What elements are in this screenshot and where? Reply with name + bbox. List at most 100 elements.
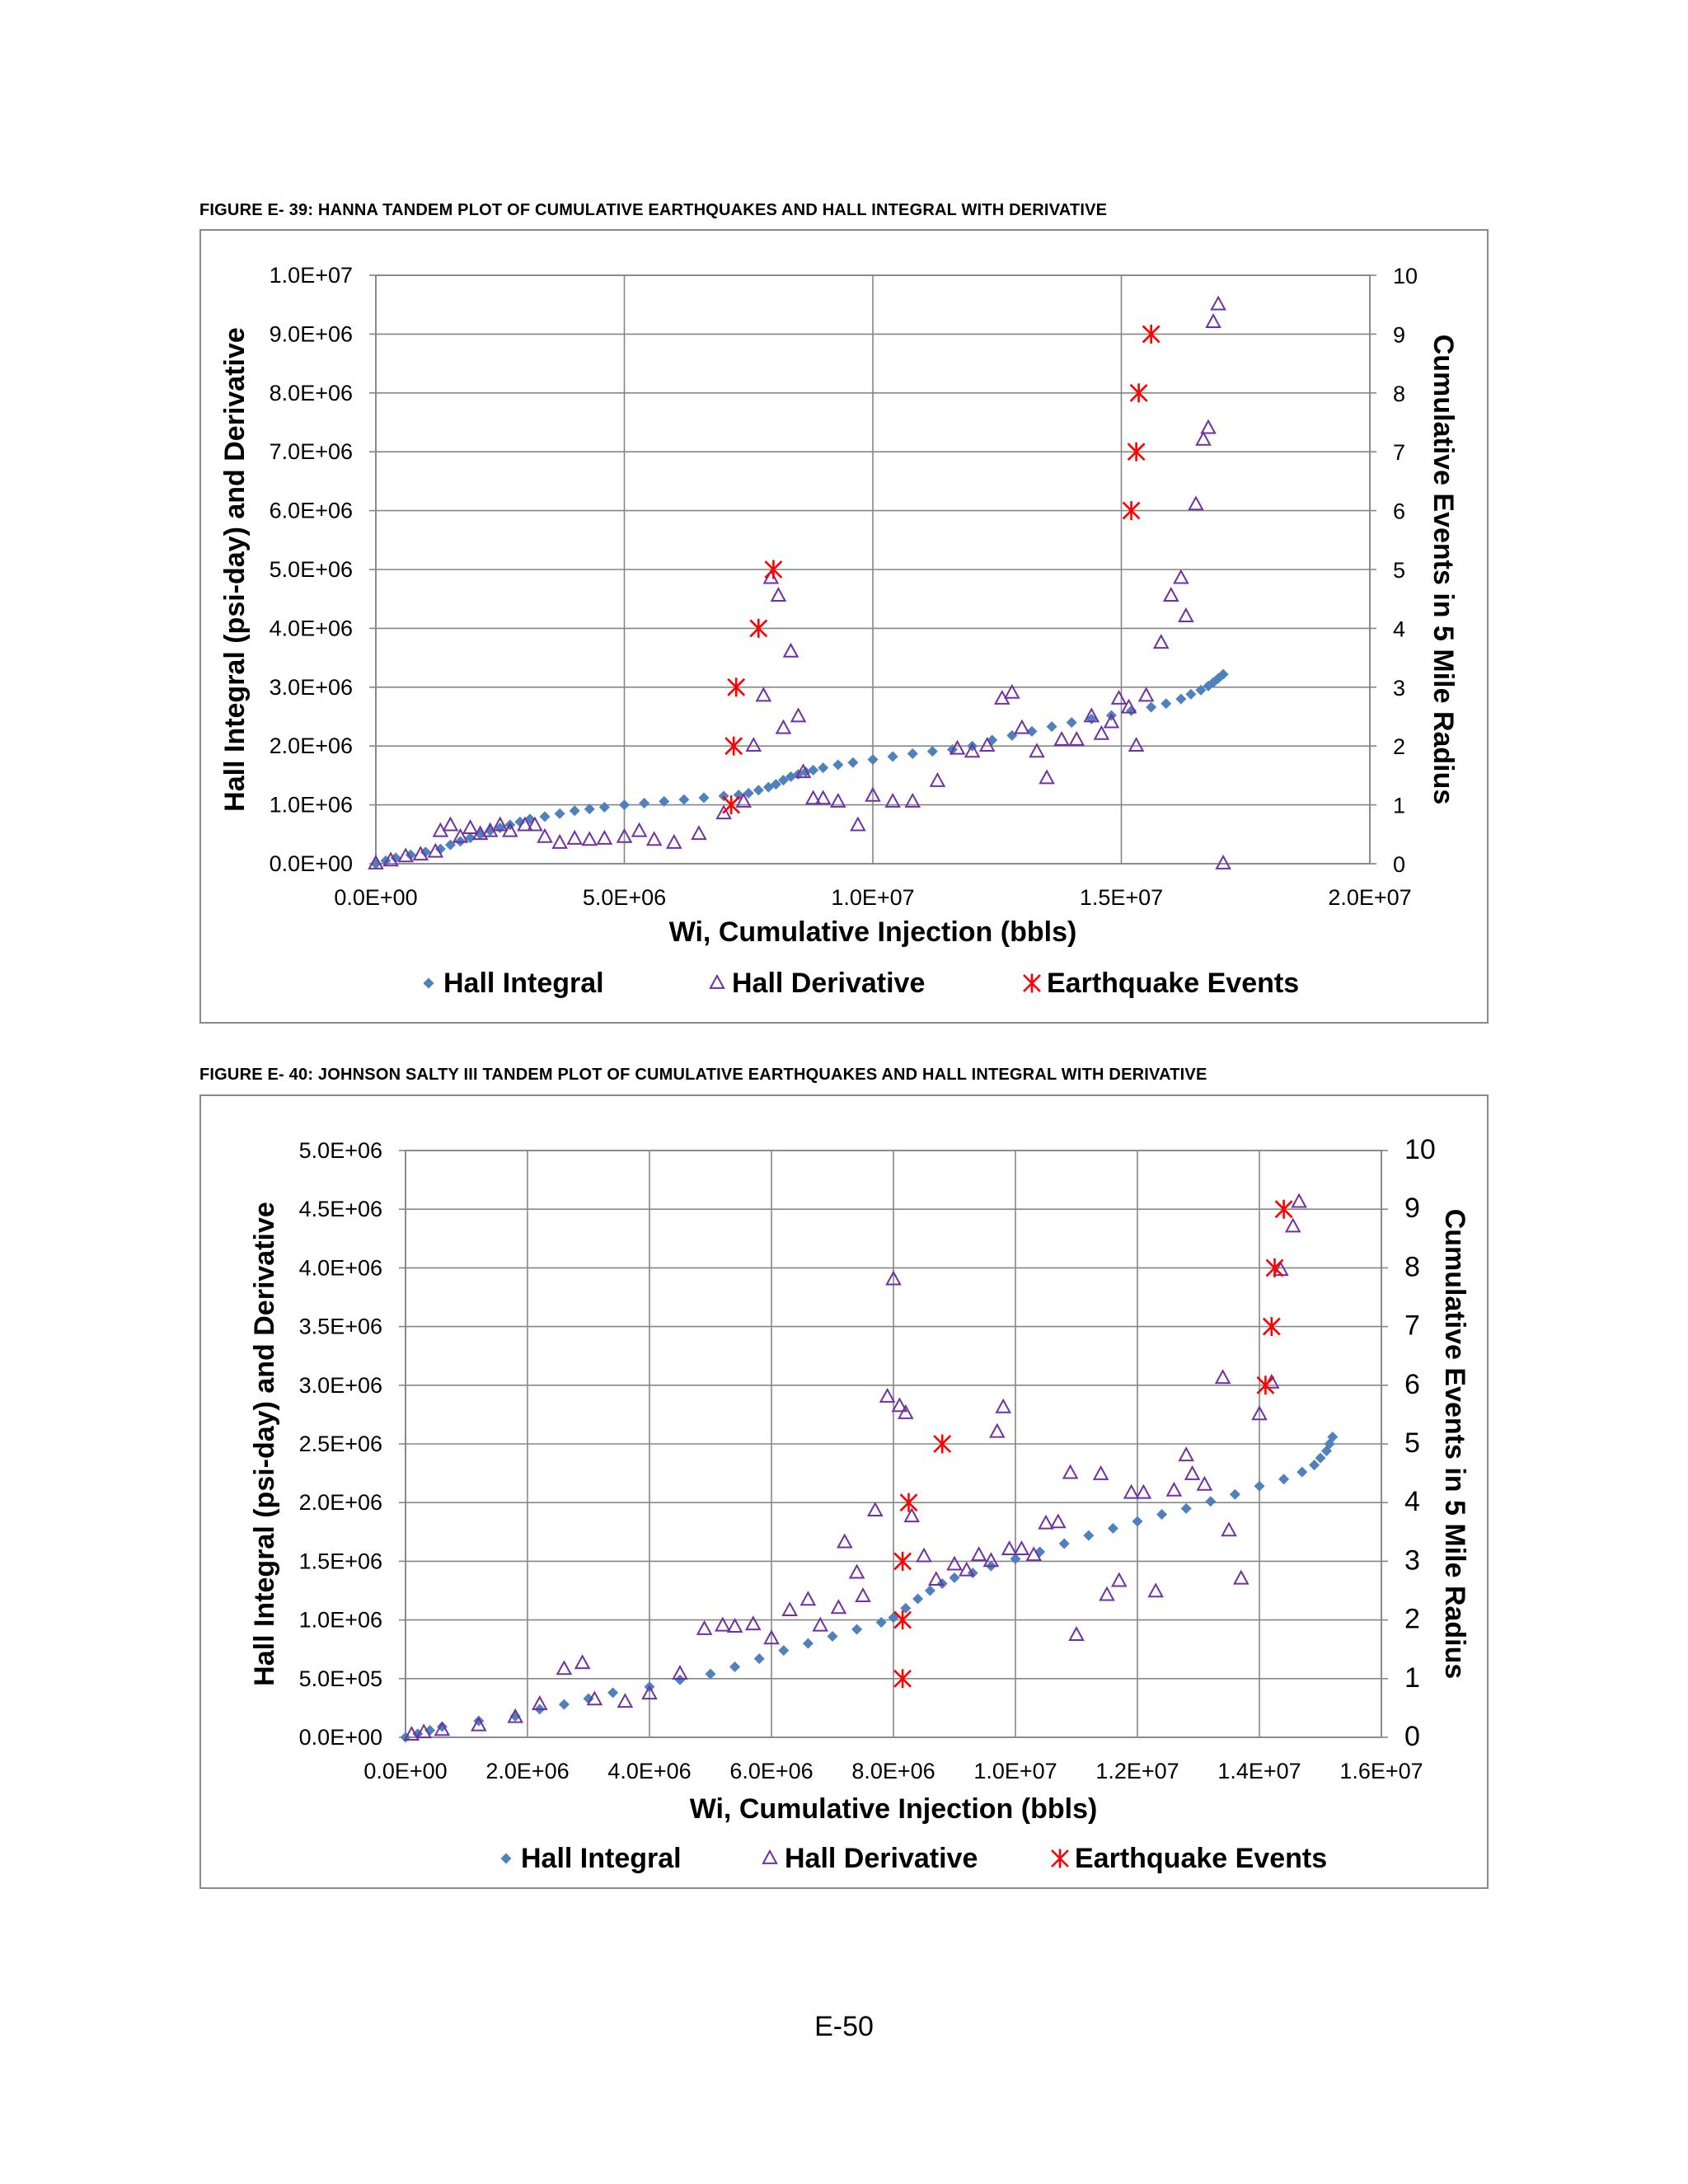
hall-integral-point <box>509 1710 521 1722</box>
hall-integral-point <box>1229 1488 1240 1500</box>
hall-derivative-point <box>537 827 553 843</box>
y2-tick-label: 4 <box>1393 616 1405 641</box>
hall-derivative-point <box>790 707 807 723</box>
plot-area-frame <box>375 274 1371 865</box>
hall-derivative-point <box>412 846 429 861</box>
hall-derivative-point <box>1178 607 1194 622</box>
hall-derivative-point <box>1013 1540 1030 1556</box>
hall-integral-point <box>619 799 630 811</box>
y-axis-title: Hall Integral (psi-day) and Derivative <box>249 1202 280 1686</box>
earthquake-event-point <box>1256 1376 1275 1395</box>
hall-derivative-point <box>502 822 518 837</box>
hall-integral-point <box>1175 693 1187 705</box>
y-tick-label: 4.0E+06 <box>270 616 353 640</box>
hall-derivative-point <box>471 1716 487 1732</box>
y2-tick-label: 10 <box>1393 264 1418 288</box>
legend-label: Hall Derivative <box>785 1843 978 1874</box>
x-tick-label: 1.4E+07 <box>1217 1759 1301 1783</box>
hall-derivative-point <box>1068 1626 1085 1641</box>
hall-derivative-point <box>970 1546 987 1562</box>
hall-derivative-point <box>1110 689 1128 705</box>
hall-integral-point <box>743 787 754 799</box>
legend-label: Earthquake Events <box>1047 968 1299 999</box>
hall-derivative-point <box>1184 1465 1201 1480</box>
hall-integral-point <box>778 1645 790 1657</box>
earthquake-event-point <box>893 1551 912 1571</box>
hall-derivative-point <box>1215 854 1231 869</box>
y-tick-label: 0.0E+00 <box>270 851 353 876</box>
hall-derivative-point <box>1165 1481 1183 1497</box>
hall-integral-point <box>420 846 431 858</box>
hall-integral-point <box>1058 1538 1070 1549</box>
series-hall-integral <box>400 1431 1339 1743</box>
hall-derivative-point <box>1214 1369 1231 1385</box>
legend: Hall Integral Hall Derivative Earthquake E… <box>423 968 1299 999</box>
hall-derivative-point <box>1103 713 1120 729</box>
y-tick-label: 4.0E+06 <box>299 1255 382 1280</box>
hall-integral-point <box>424 1724 436 1736</box>
hall-derivative-point <box>770 587 787 602</box>
hall-derivative-point <box>1233 1569 1250 1585</box>
hall-integral-point <box>777 775 789 786</box>
hall-derivative-point <box>715 804 732 820</box>
hall-integral-point <box>434 843 446 855</box>
hall-integral-point <box>1146 701 1157 713</box>
hall-integral-point <box>705 1668 716 1680</box>
hall-integral-point <box>1195 684 1207 696</box>
hall-derivative-point <box>1004 683 1020 699</box>
x-tick-label: 1.6E+07 <box>1339 1759 1423 1783</box>
hall-derivative-point <box>1152 634 1170 649</box>
y-tick-label: 8.0E+06 <box>270 381 353 405</box>
hall-derivative-point <box>982 1552 1000 1568</box>
hall-derivative-point <box>1251 1405 1268 1421</box>
y2-tick-label: 3 <box>1404 1544 1420 1576</box>
hall-derivative-point <box>879 1387 896 1403</box>
hall-integral-point <box>847 757 859 768</box>
hall-derivative-point <box>1092 1465 1109 1480</box>
hall-derivative-point <box>978 737 996 752</box>
hall-derivative-point <box>532 1695 548 1710</box>
hall-integral-point <box>390 852 401 864</box>
y2-tick-label: 2 <box>1404 1604 1420 1635</box>
hall-derivative-point <box>1099 1586 1115 1601</box>
hall-derivative-point <box>837 1533 853 1549</box>
hall-derivative-point <box>666 833 682 849</box>
y-axis-title: Hall Integral (psi-day) and Derivative <box>219 327 251 812</box>
hall-derivative-point <box>726 1618 743 1633</box>
hall-integral-point <box>1066 717 1077 729</box>
y-tick-label: 5.0E+06 <box>299 1138 382 1163</box>
hall-derivative-point <box>782 642 799 658</box>
hall-integral-point <box>832 759 844 771</box>
earthquake-event-point <box>893 1610 912 1630</box>
hall-derivative-point <box>903 1507 920 1523</box>
y2-axis-title: Cumulative Events in 5 Mile Radius <box>1439 1209 1470 1680</box>
y2-tick-label: 5 <box>1393 558 1405 583</box>
hall-integral-point <box>1180 1502 1192 1514</box>
earthquake-event-point <box>724 736 743 756</box>
y-tick-label: 3.0E+06 <box>270 675 353 700</box>
x-tick-label: 0.0E+00 <box>334 885 417 910</box>
hall-derivative-point <box>1210 295 1226 311</box>
hall-derivative-point <box>1147 1582 1164 1598</box>
hall-integral-point <box>678 794 690 805</box>
hall-derivative-point <box>1093 724 1110 740</box>
hall-integral-point <box>1278 1474 1290 1485</box>
y2-tick-label: 4 <box>1404 1486 1420 1517</box>
hall-derivative-point <box>781 1601 798 1617</box>
hall-derivative-point <box>1068 730 1085 746</box>
hall-integral-point <box>1320 1446 1332 1457</box>
hall-derivative-point <box>427 842 444 858</box>
hall-integral-point <box>1083 1530 1095 1541</box>
legend-label: Hall Integral <box>521 1843 682 1874</box>
y-tick-label: 0.0E+00 <box>299 1725 382 1750</box>
legend-label: Earthquake Events <box>1075 1843 1327 1874</box>
hall-derivative-point <box>1128 737 1145 752</box>
hall-derivative-point <box>775 719 792 734</box>
hall-derivative-point <box>755 687 772 702</box>
hall-derivative-point <box>1135 1483 1152 1499</box>
hall-integral-point <box>674 1674 686 1685</box>
hall-derivative-point <box>1205 313 1221 328</box>
hall-integral-point <box>818 762 829 774</box>
y-tick-label: 2.0E+06 <box>270 733 353 758</box>
legend-label: Hall Integral <box>443 968 604 999</box>
